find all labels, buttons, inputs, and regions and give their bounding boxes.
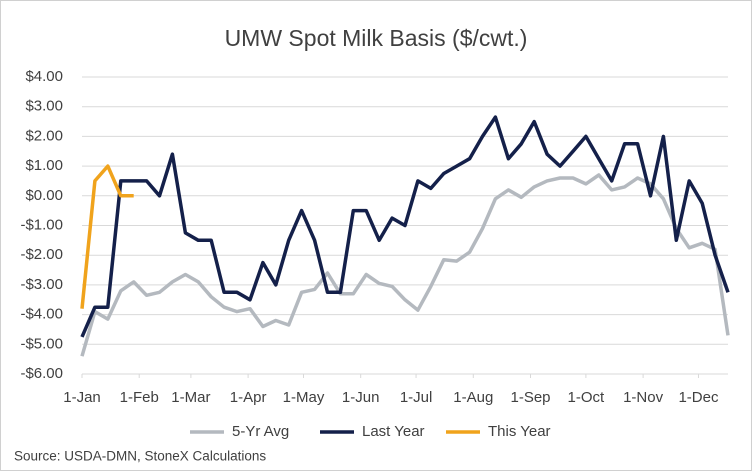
x-tick-label: 1-Oct [568,389,606,406]
x-tick-label: 1-Jul [400,389,433,406]
legend-label: This Year [488,423,551,440]
legend-label: 5-Yr Avg [232,423,289,440]
x-tick-label: 1-Feb [120,389,159,406]
x-tick-label: 1-Nov [623,389,664,406]
x-tick-label: 1-Dec [678,389,719,406]
x-tick-label: 1-Apr [230,389,267,406]
x-tick-label: 1-Jun [342,389,380,406]
y-tick-label: -$2.00 [20,246,63,263]
chart-title: UMW Spot Milk Basis ($/cwt.) [225,25,528,51]
y-tick-label: $1.00 [25,157,63,174]
y-tick-label: -$5.00 [20,335,63,352]
series-line [80,164,134,309]
x-tick-label: 1-Jan [63,389,101,406]
y-tick-label: $0.00 [25,187,63,204]
x-tick-label: 1-Sep [510,389,550,406]
y-tick-label: $3.00 [25,98,63,115]
y-tick-label: -$1.00 [20,216,63,233]
y-tick-label: -$3.00 [20,276,63,293]
y-tick-label: -$6.00 [20,365,63,382]
y-tick-label: -$4.00 [20,306,63,323]
legend-label: Last Year [362,423,425,440]
x-tick-label: 1-Mar [171,389,210,406]
x-tick-label: 1-Aug [453,389,493,406]
source-note: Source: USDA-DMN, StoneX Calculations [14,449,266,464]
x-tick-label: 1-May [283,389,325,406]
y-tick-label: $4.00 [25,68,63,85]
series-line [80,173,730,357]
series-line [80,115,730,338]
y-tick-label: $2.00 [25,127,63,144]
